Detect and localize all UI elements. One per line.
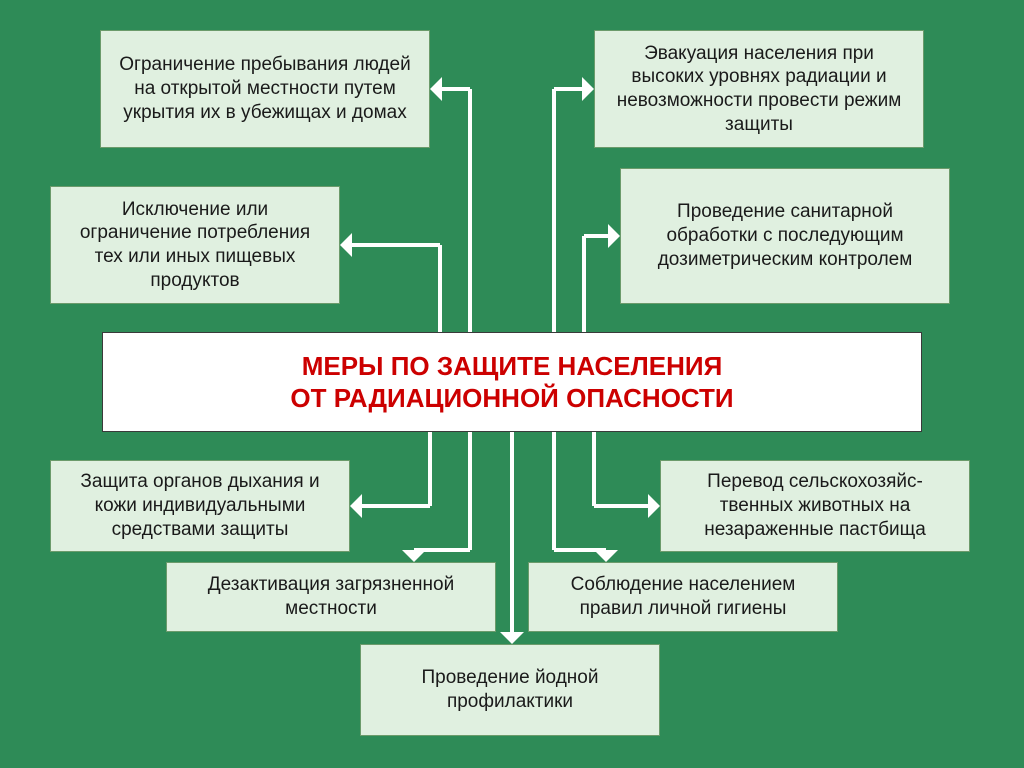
- connector-segment: [468, 432, 472, 550]
- node-bot-left: Защита органов дыхания и кожи индивидуал…: [50, 460, 350, 552]
- arrow-head-icon: [594, 550, 618, 562]
- diagram-canvas: Ограничение пребывания людей на открытой…: [0, 0, 1024, 768]
- node-top-left: Ограничение пребывания людей на открытой…: [100, 30, 430, 148]
- connector-segment: [554, 87, 582, 91]
- node-bot-center: Проведение йодной профилактики: [360, 644, 660, 736]
- connector-segment: [510, 432, 514, 632]
- node-mid-left: Исключение или ограничение потребления т…: [50, 186, 340, 304]
- connector-segment: [438, 245, 442, 332]
- node-top-right: Эвакуация населения при высоких уровнях …: [594, 30, 924, 148]
- connector-segment: [428, 432, 432, 506]
- center-title-line2: ОТ РАДИАЦИОННОЙ ОПАСНОСТИ: [290, 382, 733, 415]
- node-label: Ограничение пребывания людей на открытой…: [115, 53, 415, 124]
- node-label: Дезактивация загрязненной местности: [181, 573, 481, 621]
- node-label: Проведение санитарной обработки с послед…: [635, 200, 935, 271]
- node-mid-right: Проведение санитарной обработки с послед…: [620, 168, 950, 304]
- connector-segment: [592, 432, 596, 506]
- connector-segment: [552, 432, 556, 550]
- arrow-head-icon: [648, 494, 660, 518]
- arrow-head-icon: [500, 632, 524, 644]
- node-label: Соблюдение населением правил личной гиги…: [543, 573, 823, 621]
- arrow-head-icon: [350, 494, 362, 518]
- connector-segment: [582, 236, 586, 332]
- connector-segment: [352, 243, 440, 247]
- node-label: Исключение или ограничение потребления т…: [65, 198, 325, 293]
- arrow-head-icon: [430, 77, 442, 101]
- arrow-head-icon: [582, 77, 594, 101]
- connector-segment: [584, 234, 608, 238]
- arrow-head-icon: [608, 224, 620, 248]
- arrow-head-icon: [340, 233, 352, 257]
- connector-segment: [552, 89, 556, 332]
- arrow-head-icon: [402, 550, 426, 562]
- node-bot-mid-right: Соблюдение населением правил личной гиги…: [528, 562, 838, 632]
- node-label: Эвакуация населения при высоких уровнях …: [609, 42, 909, 137]
- connector-segment: [442, 87, 470, 91]
- center-title-line1: МЕРЫ ПО ЗАЩИТЕ НАСЕЛЕНИЯ: [302, 350, 723, 383]
- node-label: Проведение йодной профилактики: [375, 666, 645, 714]
- node-label: Перевод сельскохозяйс-твенных животных н…: [675, 470, 955, 541]
- node-label: Защита органов дыхания и кожи индивидуал…: [65, 470, 335, 541]
- node-bot-mid-left: Дезактивация загрязненной местности: [166, 562, 496, 632]
- connector-segment: [362, 504, 430, 508]
- node-bot-right: Перевод сельскохозяйс-твенных животных н…: [660, 460, 970, 552]
- connector-segment: [594, 504, 648, 508]
- connector-segment: [468, 89, 472, 332]
- center-node: МЕРЫ ПО ЗАЩИТЕ НАСЕЛЕНИЯОТ РАДИАЦИОННОЙ …: [102, 332, 922, 432]
